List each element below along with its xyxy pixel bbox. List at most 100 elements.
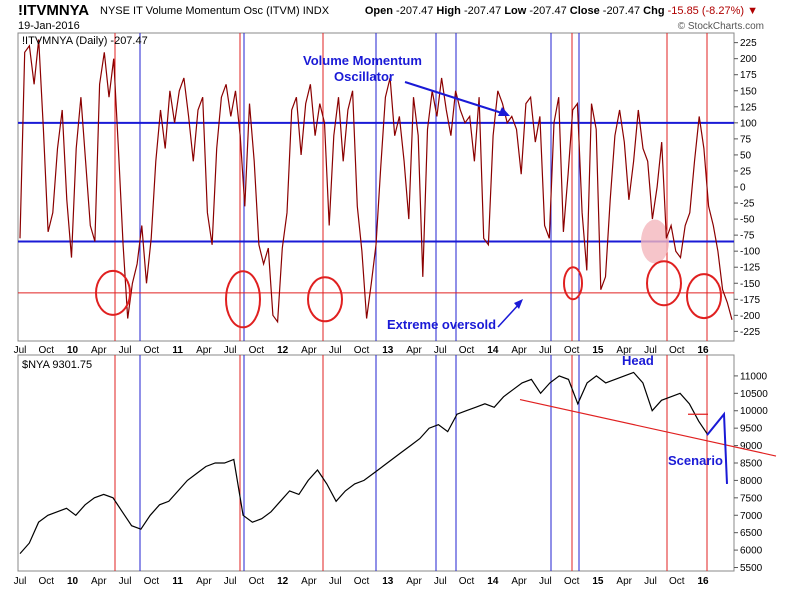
y-tick-label: -75 — [740, 231, 755, 242]
shaded-marker — [641, 219, 669, 264]
x-tick-label: Apr — [91, 576, 107, 587]
x-tick-label: Oct — [38, 345, 54, 356]
x-tick-label: 11 — [172, 345, 183, 356]
high-value: -207.47 — [463, 5, 502, 17]
x-tick-label: Jul — [644, 345, 657, 356]
indicator-description: NYSE IT Volume Momentum Osc (ITVM) — [100, 5, 300, 17]
close-label: Close — [569, 5, 600, 17]
oversold-circle — [563, 266, 583, 301]
x-tick-label: Apr — [301, 345, 317, 356]
x-tick-label: 14 — [487, 345, 499, 356]
high-label: High — [436, 5, 461, 17]
x-tick-label: Oct — [354, 576, 370, 587]
y-tick-label: -225 — [740, 327, 760, 338]
x-tick-label: 10 — [67, 345, 79, 356]
x-tick-label: 12 — [277, 345, 289, 356]
y-tick-label: 6500 — [740, 528, 763, 539]
x-tick-label: Jul — [539, 345, 552, 356]
annotation-arrow — [497, 302, 521, 328]
oversold-circle — [686, 273, 722, 320]
x-tick-label: Jul — [224, 345, 237, 356]
x-tick-label: 16 — [697, 576, 709, 587]
annotation-arrow — [404, 81, 506, 115]
scenario-path — [706, 411, 728, 484]
y-tick-label: 200 — [740, 54, 757, 65]
exchange-label: INDX — [302, 5, 330, 17]
x-tick-label: 10 — [67, 576, 79, 587]
x-tick-label: 16 — [697, 345, 709, 356]
y-tick-label: 9500 — [740, 424, 763, 435]
x-tick-label: Jul — [434, 345, 447, 356]
chart-header: !ITVMNYA NYSE IT Volume Momentum Osc (IT… — [18, 2, 768, 34]
x-tick-label: 13 — [382, 576, 394, 587]
chart-date: 19-Jan-2016 — [18, 20, 80, 32]
x-tick-label: Apr — [196, 345, 212, 356]
arrowhead-icon — [514, 299, 523, 309]
y-tick-label: 125 — [740, 102, 757, 113]
y-tick-label: 0 — [740, 183, 746, 194]
x-tick-label: 12 — [277, 576, 289, 587]
ohlc-readout: Open -207.47 High -207.47 Low -207.47 Cl… — [365, 5, 758, 17]
y-tick-label: 9000 — [740, 441, 763, 452]
low-value: -207.47 — [529, 5, 567, 17]
x-tick-label: Jul — [14, 576, 27, 587]
price-series-line — [19, 371, 709, 554]
y-tick-label: 8500 — [740, 459, 763, 470]
open-value: -207.47 — [396, 5, 434, 17]
oversold-circle — [646, 260, 682, 307]
y-tick-label: -100 — [740, 247, 760, 258]
open-label: Open — [364, 5, 393, 17]
x-tick-label: Apr — [406, 345, 422, 356]
oversold-circle — [307, 276, 343, 323]
x-tick-label: Apr — [301, 576, 317, 587]
low-label: Low — [504, 5, 527, 17]
annotation-head: Head — [622, 353, 654, 368]
annotation-volume-momentum: Volume Momentum — [303, 53, 422, 68]
x-tick-label: Oct — [249, 345, 265, 356]
oversold-circle — [95, 269, 131, 316]
y-tick-label: 7500 — [740, 493, 763, 504]
ticker-symbol: !ITVMNYA — [18, 2, 90, 19]
x-tick-label: Jul — [644, 576, 657, 587]
x-tick-label: 11 — [172, 576, 183, 587]
y-tick-label: -150 — [740, 279, 760, 290]
y-tick-label: 225 — [740, 38, 757, 49]
y-tick-label: 75 — [740, 134, 752, 145]
annotation-scenario: Scenario — [668, 453, 723, 468]
brand-label: © StockCharts.com — [677, 21, 764, 32]
chg-label: Chg — [643, 5, 665, 17]
y-tick-label: -50 — [740, 215, 755, 226]
y-tick-label: 10000 — [740, 406, 768, 417]
x-tick-label: Oct — [459, 345, 475, 356]
x-tick-label: 15 — [592, 576, 604, 587]
x-tick-label: Apr — [91, 345, 107, 356]
oversold-circle — [225, 270, 261, 329]
y-tick-label: 100 — [740, 118, 757, 129]
x-tick-label: Jul — [329, 345, 342, 356]
price-legend: $NYA 9301.75 — [22, 359, 92, 371]
x-tick-label: 13 — [382, 345, 394, 356]
y-tick-label: 25 — [740, 166, 752, 177]
y-tick-label: 11000 — [740, 371, 768, 382]
y-tick-label: 10500 — [740, 389, 768, 400]
x-tick-label: Apr — [511, 576, 527, 587]
y-tick-label: 175 — [740, 70, 757, 81]
y-tick-label: 6000 — [740, 546, 763, 557]
x-tick-label: Apr — [511, 345, 527, 356]
trend-line — [519, 399, 777, 457]
close-value: -207.47 — [602, 5, 641, 17]
chart-subtitle: NYSE IT Volume Momentum Osc (ITVM) INDX — [100, 5, 329, 17]
x-tick-label: Oct — [669, 576, 685, 587]
x-tick-label: Oct — [459, 576, 475, 587]
y-tick-label: 7000 — [740, 511, 763, 522]
x-tick-label: Jul — [434, 576, 447, 587]
y-tick-label: 8000 — [740, 476, 763, 487]
x-tick-label: Apr — [616, 576, 632, 587]
x-tick-label: Jul — [119, 345, 132, 356]
x-tick-label: Oct — [354, 345, 370, 356]
oscillator-series-line — [19, 39, 733, 324]
annotation-extreme-oversold: Extreme oversold — [387, 317, 496, 332]
y-tick-label: 150 — [740, 86, 757, 97]
y-tick-label: 5500 — [740, 563, 763, 574]
